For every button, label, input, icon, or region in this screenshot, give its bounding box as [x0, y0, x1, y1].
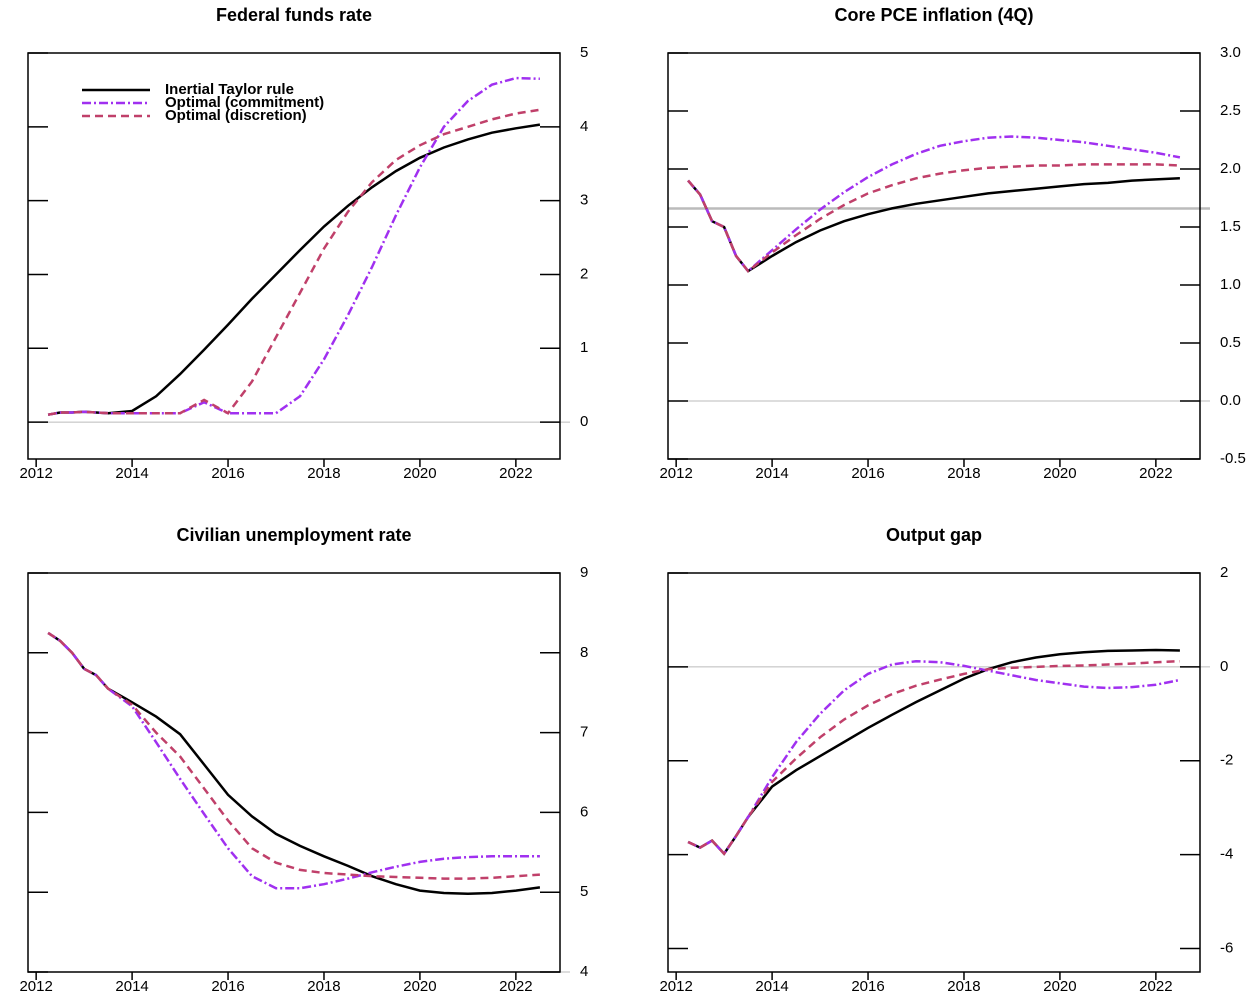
y-tick-label: 3.0 — [1220, 44, 1241, 61]
x-tick-label: 2018 — [947, 978, 980, 995]
series-line — [47, 123, 541, 416]
series-line — [687, 177, 1180, 273]
y-tick-label: -4 — [1220, 846, 1233, 863]
series-line — [687, 163, 1180, 273]
plot-frame — [667, 52, 1201, 460]
y-tick-label: 1.0 — [1220, 276, 1241, 293]
y-tick-label: 2.0 — [1220, 160, 1241, 177]
y-tick-label: 0.5 — [1220, 334, 1241, 351]
series-line — [687, 648, 1180, 856]
y-tick-label: 0 — [1220, 658, 1228, 675]
panel: Federal funds rate 0 1 2 3 4 5 2012 2014 2016 2018… — [19, 5, 588, 482]
x-tick-label: 2014 — [755, 465, 788, 482]
plot-frame — [667, 572, 1201, 973]
x-tick-label: 2012 — [659, 465, 692, 482]
y-tick-label: -0.5 — [1220, 450, 1246, 467]
y-tick-label: 2.5 — [1220, 102, 1241, 119]
x-tick-label: 2020 — [403, 465, 436, 482]
x-tick-label: 2020 — [403, 978, 436, 995]
y-tick-label: -6 — [1220, 939, 1233, 956]
legend-label: Optimal (commitment) — [165, 94, 324, 111]
x-tick-label: 2012 — [19, 978, 52, 995]
series-line — [47, 76, 540, 416]
x-tick-label: 2018 — [307, 465, 340, 482]
y-tick-label: 4 — [580, 963, 588, 980]
series-line — [47, 631, 540, 890]
series-line — [687, 135, 1181, 273]
y-tick-label: 6 — [580, 803, 588, 820]
y-tick-label: 2 — [1220, 564, 1228, 581]
x-tick-label: 2018 — [947, 465, 980, 482]
y-tick-label: 3 — [580, 192, 588, 209]
x-tick-label: 2012 — [19, 465, 52, 482]
x-tick-label: 2016 — [851, 465, 884, 482]
x-tick-label: 2022 — [499, 978, 532, 995]
series-line — [687, 659, 1181, 856]
x-tick-label: 2014 — [115, 465, 148, 482]
y-tick-label: 8 — [580, 644, 588, 661]
y-tick-label: 7 — [580, 724, 588, 741]
plot-frame — [27, 572, 561, 973]
x-tick-label: 2022 — [499, 465, 532, 482]
y-tick-label: 4 — [580, 118, 588, 135]
x-tick-label: 2016 — [211, 465, 244, 482]
x-tick-label: 2016 — [851, 978, 884, 995]
legend-label: Optimal (discretion) — [165, 107, 307, 124]
x-tick-label: 2020 — [1043, 978, 1076, 995]
x-tick-label: 2022 — [1139, 465, 1172, 482]
chart-title: Output gap — [886, 525, 982, 545]
y-tick-label: 0.0 — [1220, 392, 1241, 409]
panel: Core PCE inflation (4Q) -0.5 0.0 0.5 1.0 1.5 2… — [659, 5, 1245, 482]
y-tick-label: 9 — [580, 564, 588, 581]
x-tick-label: 2020 — [1043, 465, 1076, 482]
panel: Output gap -6 -4 -2 0 2 2012 2014 2016 2018 2020 20… — [659, 525, 1233, 995]
x-tick-label: 2012 — [659, 978, 692, 995]
x-tick-label: 2014 — [755, 978, 788, 995]
y-tick-label: 5 — [580, 44, 588, 61]
y-tick-label: 2 — [580, 265, 588, 282]
chart-title: Federal funds rate — [216, 5, 372, 25]
chart-title: Core PCE inflation (4Q) — [834, 5, 1033, 25]
plot-frame — [27, 52, 561, 460]
panel: Civilian unemployment rate 4 5 6 7 8 9 2012 2014… — [19, 525, 588, 995]
x-tick-label: 2022 — [1139, 978, 1172, 995]
y-tick-label: 0 — [580, 413, 588, 430]
legend-label: Inertial Taylor rule — [165, 81, 294, 98]
y-tick-label: 5 — [580, 883, 588, 900]
series-line — [47, 631, 541, 896]
x-tick-label: 2018 — [307, 978, 340, 995]
x-tick-label: 2014 — [115, 978, 148, 995]
series-line — [687, 659, 1180, 856]
x-tick-label: 2016 — [211, 978, 244, 995]
y-tick-label: 1.5 — [1220, 218, 1241, 235]
y-tick-label: -2 — [1220, 752, 1233, 769]
series-line — [47, 631, 540, 880]
y-tick-label: 1 — [580, 339, 588, 356]
chart-title: Civilian unemployment rate — [176, 525, 411, 545]
series-line — [47, 108, 541, 416]
